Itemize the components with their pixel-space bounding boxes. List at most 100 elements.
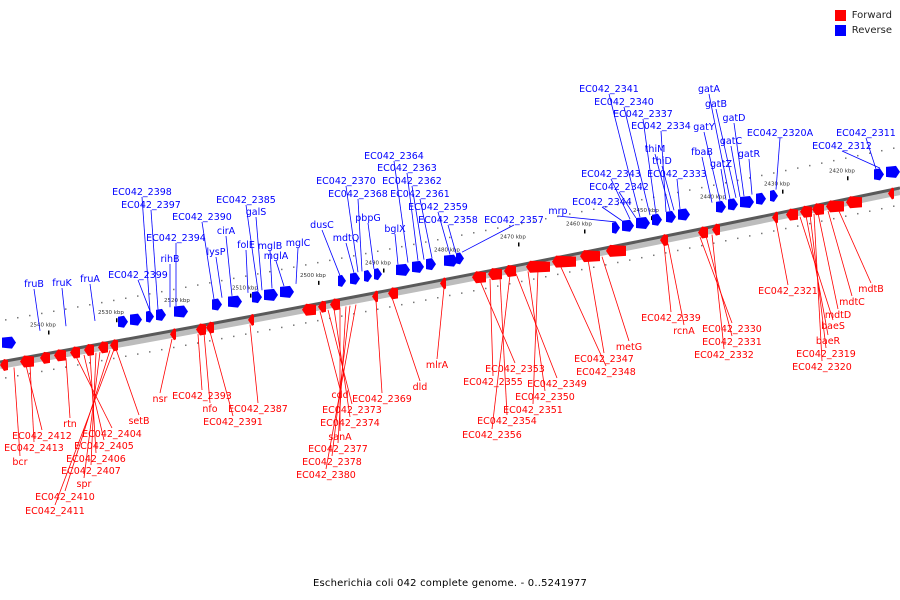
axis-tick-mark bbox=[48, 330, 50, 335]
reverse-gene-label: mdtQ bbox=[333, 233, 360, 244]
reverse-leader-line bbox=[321, 229, 341, 276]
forward-leader-line bbox=[705, 235, 733, 337]
forward-gene-arrow bbox=[526, 260, 550, 273]
reverse-gene-label: EC042_2320A bbox=[747, 128, 814, 139]
forward-gene-label: rcnA bbox=[673, 326, 695, 337]
reverse-gene-label: gatB bbox=[705, 99, 727, 110]
reverse-leader-line bbox=[411, 185, 425, 260]
reverse-gene-label: gatZ bbox=[710, 159, 733, 170]
forward-leader-line bbox=[515, 273, 558, 379]
reverse-gene-label: EC042_2368 bbox=[328, 189, 388, 200]
reverse-leader-line bbox=[201, 221, 215, 300]
reverse-leader-line bbox=[733, 122, 745, 197]
forward-gene-label: sanA bbox=[328, 432, 352, 443]
forward-gene-arrow bbox=[580, 250, 600, 263]
forward-gene-label: EC042_2404 bbox=[82, 429, 142, 440]
forward-gene-label: EC042_2320 bbox=[792, 362, 852, 373]
axis-tick-label: 2460 kbp bbox=[566, 221, 592, 227]
forward-gene-label: EC042_2355 bbox=[463, 377, 523, 388]
forward-gene-arrow bbox=[70, 346, 80, 359]
reverse-leader-line bbox=[345, 242, 355, 274]
reverse-leader-line bbox=[150, 209, 159, 310]
reverse-gene-label: EC042_2385 bbox=[216, 195, 276, 206]
forward-gene-arrow bbox=[712, 223, 720, 236]
reverse-gene-arrow bbox=[612, 221, 620, 234]
forward-gene-label: EC042_2407 bbox=[61, 466, 121, 477]
reverse-leader-line bbox=[708, 93, 731, 200]
axis-tick-label: 2480 kbp bbox=[434, 247, 460, 253]
reverse-leader-line bbox=[141, 196, 151, 311]
axis-tick-label: 2500 kbp bbox=[300, 273, 326, 279]
reverse-gene-arrow bbox=[716, 200, 726, 213]
reverse-leader-line bbox=[215, 256, 223, 298]
forward-leader-line bbox=[813, 213, 823, 362]
forward-gene-arrow bbox=[888, 187, 894, 200]
axis-tick-mark bbox=[318, 280, 320, 285]
forward-gene-label: EC042_2412 bbox=[12, 431, 72, 442]
reverse-leader-line bbox=[419, 198, 433, 259]
reverse-gene-label: gatR bbox=[738, 149, 761, 160]
reverse-gene-arrow bbox=[652, 213, 662, 226]
gene-features bbox=[0, 165, 900, 371]
reverse-gene-label: mrp bbox=[548, 206, 567, 217]
forward-gene-arrow bbox=[330, 298, 340, 311]
forward-gene-label: EC042_2351 bbox=[503, 405, 563, 416]
forward-leader-line bbox=[54, 349, 115, 506]
reverse-leader-line bbox=[61, 287, 67, 327]
reverse-leader-line bbox=[608, 93, 641, 218]
forward-leader-line bbox=[479, 280, 516, 364]
reverse-leader-line bbox=[345, 185, 359, 273]
forward-gene-label: EC042_2380 bbox=[296, 470, 356, 481]
forward-leader-line bbox=[559, 264, 607, 367]
forward-gene-label: EC042_2349 bbox=[527, 379, 587, 390]
reverse-gene-label: fbaB bbox=[691, 147, 713, 158]
reverse-leader-line bbox=[255, 216, 263, 291]
reverse-gene-label: EC042_2311 bbox=[836, 128, 896, 139]
axis-tick-label: 2530 kbp bbox=[98, 310, 124, 316]
reverse-gene-label: mglC bbox=[286, 238, 311, 249]
axis-dots bbox=[5, 147, 895, 379]
reverse-gene-label: dusC bbox=[310, 220, 334, 231]
forward-gene-arrow bbox=[660, 234, 668, 247]
forward-gene-arrow bbox=[698, 226, 708, 239]
forward-leader-line bbox=[90, 352, 97, 466]
reverse-gene-arrow bbox=[374, 268, 382, 281]
axis-tick-mark bbox=[651, 216, 653, 221]
axis-tick-labels: 2540 kbp 2530 kbp 2520 kbp 2510 kbp 2500 kbp… bbox=[30, 168, 855, 335]
forward-leader-line bbox=[499, 276, 508, 416]
forward-gene-label: EC042_2347 bbox=[574, 354, 634, 365]
forward-gene-label: mdtC bbox=[839, 297, 865, 308]
forward-gene-label: EC042_2374 bbox=[320, 418, 380, 429]
reverse-gene-label: lysP bbox=[207, 247, 226, 258]
axis-tick-label: 2520 kbp bbox=[164, 298, 190, 304]
reverse-leader-line bbox=[748, 158, 753, 195]
forward-gene-arrow bbox=[84, 343, 94, 356]
axis-tick-label: 2450 kbp bbox=[633, 208, 659, 214]
reverse-swatch bbox=[834, 25, 846, 36]
forward-gene-label: EC042_2411 bbox=[25, 506, 85, 517]
forward-leader-line bbox=[391, 297, 421, 382]
forward-gene-label: EC042_2330 bbox=[702, 324, 762, 335]
forward-leader-line bbox=[489, 278, 494, 377]
reverse-gene-label: EC042_2361 bbox=[390, 189, 450, 200]
forward-gene-label: EC042_2406 bbox=[66, 454, 126, 465]
reverse-leader-line bbox=[245, 204, 259, 292]
forward-gene-arrow bbox=[20, 355, 34, 368]
reverse-gene-arrow bbox=[426, 258, 436, 271]
reverse-gene-label: EC042_2344 bbox=[572, 197, 632, 208]
reverse-gene-label: EC042_2333 bbox=[647, 169, 707, 180]
reverse-leader-line bbox=[557, 215, 617, 223]
reverse-leader-line bbox=[461, 224, 515, 253]
reverse-gene-label: EC042_2362 bbox=[382, 176, 442, 187]
reverse-gene-arrow bbox=[756, 192, 766, 205]
reverse-gene-arrow bbox=[264, 288, 278, 301]
legend-item-reverse: Reverse bbox=[834, 23, 892, 38]
forward-gene-label: nfo bbox=[202, 404, 217, 415]
forward-gene-label: metG bbox=[616, 342, 642, 353]
forward-gene-label: nsr bbox=[153, 394, 168, 405]
axis-tick-mark bbox=[847, 176, 849, 181]
forward-gene-label: EC042_2350 bbox=[515, 392, 575, 403]
reverse-gene-label: EC042_2364 bbox=[364, 151, 424, 162]
forward-gene-arrow bbox=[248, 313, 254, 326]
genome-backbone bbox=[0, 186, 900, 364]
